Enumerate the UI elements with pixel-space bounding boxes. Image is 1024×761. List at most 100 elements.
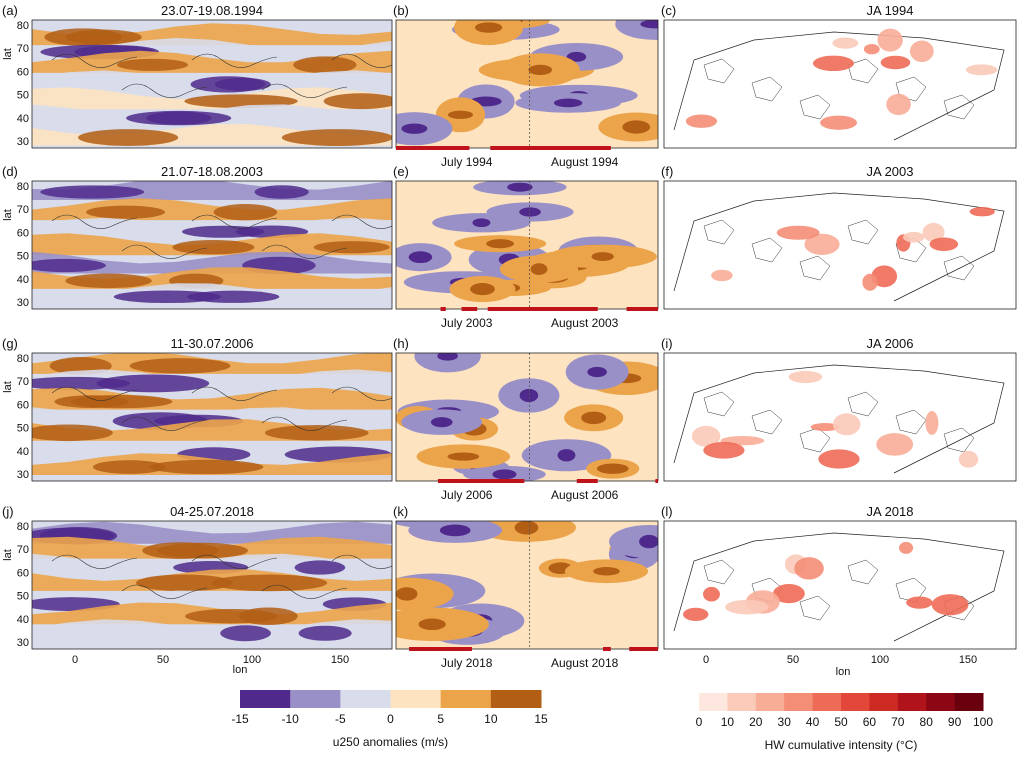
lat-tick-label: 30	[17, 469, 29, 481]
lat-tick-label: 30	[17, 136, 29, 148]
anomaly-core	[214, 77, 271, 91]
colorbar-tick-label: -5	[335, 712, 346, 726]
anomaly-blob-core	[437, 353, 458, 361]
month-label: August 1994	[551, 155, 619, 169]
y-axis-label: lat	[2, 209, 14, 221]
anomaly-blob-core	[474, 22, 503, 33]
border-lines	[799, 595, 831, 621]
lat-tick-label: 50	[17, 423, 29, 435]
hovmoller-frame	[395, 520, 659, 650]
anomaly-blob-core	[639, 534, 658, 549]
coastline	[191, 53, 278, 68]
coastline	[673, 31, 1005, 141]
heatwave-period-bar	[602, 647, 611, 651]
anomaly-core	[254, 185, 309, 199]
month-label: July 1994	[441, 155, 493, 169]
heatwave-patch	[810, 423, 840, 432]
anomaly-field	[32, 23, 392, 146]
heatwave-patch	[877, 28, 903, 52]
anomaly-core	[172, 239, 255, 255]
anomaly-blob-core	[553, 98, 583, 108]
anomaly-core	[96, 374, 210, 393]
lat-tick-label: 60	[17, 399, 29, 411]
coastline	[331, 386, 392, 401]
colorbar-swatch	[897, 693, 927, 711]
heatwave-patch	[909, 40, 934, 63]
hovmoller-panel: (k) July 2018 August 2018	[393, 504, 659, 670]
anomaly-blob-core	[528, 64, 553, 75]
anomaly-blob-core	[430, 417, 453, 428]
anomaly-core	[182, 225, 265, 238]
heatwave-patch	[682, 607, 709, 621]
border-lines	[751, 237, 783, 263]
panel-letter: (a)	[2, 3, 18, 18]
border-lines	[703, 391, 735, 417]
anomaly-blob-core	[486, 239, 515, 249]
anomaly-core	[86, 205, 166, 219]
lon-tick-label: 50	[157, 654, 169, 666]
lat-tick-label: 60	[17, 66, 29, 78]
anomaly-core	[157, 542, 248, 559]
heatwave-patch	[772, 584, 805, 604]
lat-tick-label: 70	[17, 43, 29, 55]
lat-tick-label: 70	[17, 376, 29, 388]
colorbar-swatch	[727, 693, 757, 711]
border-lines	[799, 94, 831, 120]
panel-title: JA 2003	[867, 164, 914, 179]
lat-tick-label: 80	[17, 181, 29, 193]
coastline	[121, 83, 208, 98]
hw-field	[673, 192, 1005, 302]
map-frame	[31, 180, 393, 310]
anomaly-core	[32, 424, 113, 442]
anomaly-core	[32, 376, 131, 390]
colorbar-tick-label: 30	[778, 715, 792, 729]
heatwave-patch	[958, 450, 979, 468]
u250-map-panel: (d) 21.07-18.08.2003 80 70 60 50 40 30 lat	[2, 164, 393, 310]
x-axis-label: lon	[836, 666, 851, 678]
anomaly-blob-core	[408, 251, 433, 264]
anomaly-core	[149, 459, 264, 475]
anomaly-core	[93, 460, 166, 474]
anomaly-core	[184, 94, 298, 109]
anomaly-blob-core	[519, 207, 541, 217]
heatwave-patch	[880, 55, 911, 70]
colorbar-tick-label: 50	[834, 715, 848, 729]
colorbar-tick-label: 100	[973, 715, 993, 729]
anomaly-core	[298, 625, 352, 641]
heatwave-patch	[703, 586, 720, 602]
border-lines	[751, 76, 783, 102]
anomaly-blob-core	[566, 51, 587, 62]
u250-colorbar: -15 -10 -5 0 5 10 15 u250 anomalies (m/s)	[231, 690, 548, 749]
heatwave-patch	[925, 410, 939, 435]
heatwave-patch	[812, 55, 855, 72]
panel-title: 04-25.07.2018	[170, 504, 254, 519]
anomaly-blob-core	[401, 123, 428, 134]
heatwave-patch	[703, 441, 745, 459]
anomaly-blob-core	[593, 567, 620, 576]
colorbar-swatch	[490, 690, 542, 708]
anomaly-blob-core	[507, 182, 533, 192]
panel-letter: (l)	[661, 504, 673, 519]
colorbar-label: HW cumulative intensity (°C)	[765, 738, 918, 752]
coastline	[121, 584, 208, 599]
border-lines	[799, 255, 831, 281]
anomaly-blob-core	[581, 411, 607, 425]
anomaly-blob-core	[514, 521, 539, 535]
panel-letter: (i)	[661, 336, 673, 351]
panel-title: 11-30.07.2006	[171, 336, 254, 351]
heatwave-period-bar	[440, 307, 446, 311]
heatwave-patch	[804, 233, 840, 255]
lat-tick-label: 50	[17, 591, 29, 603]
heatwave-period-bar	[487, 307, 598, 311]
anomaly-core	[78, 129, 179, 146]
anomaly-blob-core	[439, 524, 471, 537]
lat-tick-label: 40	[17, 113, 29, 125]
anomaly-core	[294, 560, 346, 575]
month-label: July 2018	[441, 656, 493, 670]
anomaly-core	[117, 58, 189, 71]
panel-title: JA 2006	[867, 336, 914, 351]
colorbar-swatch	[390, 690, 442, 708]
u250-map-panel: (j) 04-25.07.2018 80 70 60 50 40 30 lat	[2, 504, 393, 650]
map-frame	[31, 520, 393, 650]
heatwave-patch	[906, 596, 933, 609]
